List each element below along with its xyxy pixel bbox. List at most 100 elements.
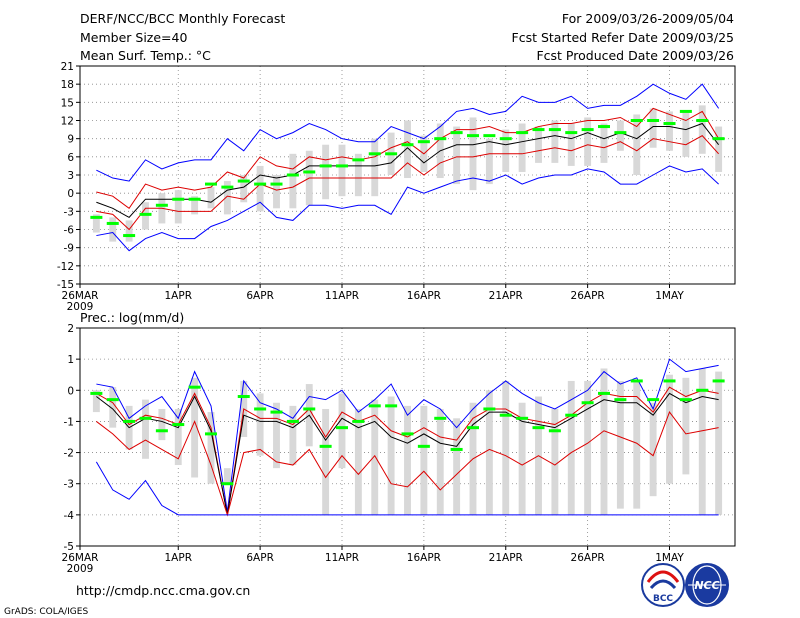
range-bar [354,153,362,197]
range-bar [453,418,461,515]
forecast-period: For 2009/03/26-2009/05/04 [562,11,734,26]
range-bar [502,129,510,172]
climatology-marker [647,398,660,402]
climatology-marker [417,140,430,144]
x-tick-label: 26APR [571,290,605,302]
x-tick-label: 11APR [325,290,359,302]
y-tick-label: -6 [64,225,75,237]
y-tick-label: -3 [64,206,74,218]
climatology-marker [270,410,283,414]
series-line-mean [96,392,719,515]
range-bar [125,220,133,242]
range-bar [207,412,215,484]
climatology-marker [434,137,447,141]
climatology-marker [630,119,643,122]
climatology-marker [352,419,365,423]
range-bar [453,126,461,185]
forecast-start-date: Fcst Started Refer Date 2009/03/25 [512,30,735,45]
climatology-marker [548,429,561,433]
climatology-marker [139,416,152,420]
range-bar [502,380,510,515]
bcc-logo: BCC [641,563,685,607]
climatology-marker [155,203,168,207]
climatology-marker [467,426,479,430]
plot-frame [79,327,736,547]
climatology-marker [614,398,627,402]
range-bar [551,120,559,163]
y-tick-label: -1 [64,416,74,428]
plot-frame [79,65,736,285]
range-bar [715,371,723,515]
climatology-marker [237,179,250,183]
range-bar [256,393,264,456]
range-bar [469,117,477,191]
series-line-lower [96,411,719,517]
x-tick-label: 1APR [165,290,193,302]
range-bar [256,165,264,212]
range-bar [633,114,641,175]
range-bar [174,190,182,224]
range-bar [518,123,526,172]
range-bar [338,393,346,469]
range-bar [109,387,117,428]
range-bar [273,402,280,469]
climatology-marker [663,122,676,126]
y-tick-label: 21 [61,61,74,73]
climatology-marker [548,128,561,132]
climatology-marker [663,379,676,383]
climatology-marker [172,197,185,201]
climatology-marker [123,419,136,423]
range-bar [567,123,575,166]
x-tick-label: 1MAY [655,290,684,302]
grads-credit: GrADS: COLA/IGES [4,607,88,617]
range-bar [535,126,542,163]
climatology-marker [139,212,152,216]
range-bar [551,408,559,515]
x-year-label: 2009 [67,563,94,575]
range-bar [404,405,411,515]
source-url[interactable]: http://cmdp.ncc.cma.gov.cn [76,583,250,598]
climatology-marker [336,164,348,168]
range-bar [371,138,379,197]
range-bar [174,408,182,466]
range-bar [518,402,526,515]
x-tick-label: 16APR [407,290,441,302]
x-tick-label: 1MAY [655,552,684,564]
climatology-marker [401,143,414,147]
range-bar [207,187,215,209]
climatology-marker [712,137,725,141]
climatology-marker [467,134,479,138]
climatology-marker [303,170,316,174]
range-bar [191,377,199,478]
range-bar [387,396,395,515]
range-bar [289,405,297,466]
ncc-logo: NCC [685,563,729,607]
range-bar [666,374,673,484]
climatology-marker [581,401,594,405]
y-tick-label: 0 [67,385,74,397]
y-tick-label: -3 [64,479,74,491]
climatology-marker [319,444,332,448]
range-bar [92,214,100,233]
climatology-marker [286,173,299,177]
climatology-marker [205,182,217,186]
climatology-marker [630,379,643,383]
climatology-marker [483,134,496,138]
y-tick-label: -12 [57,261,74,273]
range-bar [420,405,428,515]
climatology-marker [679,109,692,113]
range-bar [223,468,231,484]
climatology-marker [712,379,725,383]
x-tick-label: 21APR [489,290,523,302]
climatology-marker [565,131,578,135]
range-bar [436,408,444,515]
range-bar [616,120,624,151]
y-tick-label: 2 [67,323,74,335]
x-tick-label: 6APR [246,552,274,564]
climatology-marker [352,158,365,162]
range-bar [371,399,379,515]
y-tick-label: 0 [67,188,74,200]
climatology-marker [598,125,610,129]
